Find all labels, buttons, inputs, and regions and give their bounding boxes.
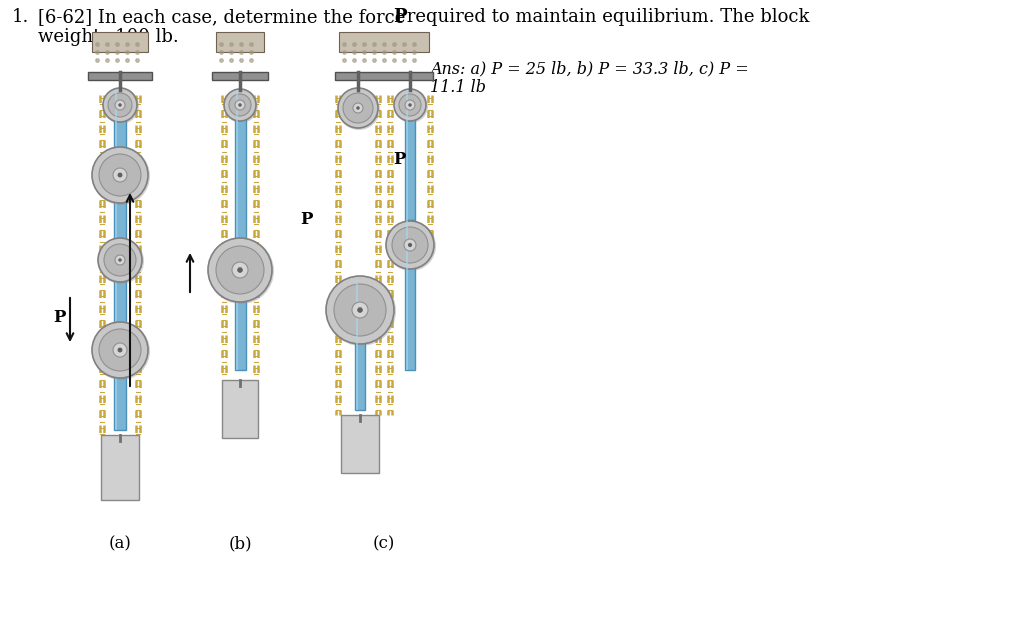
Text: 11.1 lb: 11.1 lb bbox=[430, 79, 486, 96]
Circle shape bbox=[99, 154, 141, 196]
Bar bbox=[236, 90, 238, 370]
Circle shape bbox=[356, 107, 359, 110]
Bar bbox=[406, 90, 408, 220]
Circle shape bbox=[392, 227, 428, 263]
Text: Ans: a) P = 25 lb, b) P = 33.3 lb, c) P =: Ans: a) P = 25 lb, b) P = 33.3 lb, c) P … bbox=[430, 60, 749, 77]
Circle shape bbox=[92, 322, 150, 380]
Circle shape bbox=[208, 238, 272, 302]
Bar bbox=[234, 90, 246, 370]
Circle shape bbox=[229, 94, 251, 116]
Circle shape bbox=[338, 88, 378, 128]
Text: P: P bbox=[393, 8, 407, 26]
Circle shape bbox=[353, 103, 362, 113]
Bar bbox=[222, 380, 258, 438]
Text: required to maintain equilibrium. The block: required to maintain equilibrium. The bl… bbox=[401, 8, 810, 26]
Circle shape bbox=[103, 88, 137, 122]
Circle shape bbox=[326, 276, 394, 344]
Circle shape bbox=[234, 100, 245, 110]
Text: (b): (b) bbox=[228, 535, 252, 552]
Circle shape bbox=[334, 284, 386, 336]
Circle shape bbox=[113, 343, 127, 357]
Circle shape bbox=[343, 93, 373, 123]
Circle shape bbox=[92, 322, 148, 378]
Bar bbox=[101, 435, 139, 500]
Circle shape bbox=[357, 308, 362, 313]
Circle shape bbox=[118, 172, 123, 177]
Circle shape bbox=[115, 255, 125, 265]
Circle shape bbox=[409, 103, 412, 107]
Circle shape bbox=[394, 89, 426, 121]
Circle shape bbox=[399, 94, 421, 116]
Text: (a): (a) bbox=[109, 535, 131, 552]
Circle shape bbox=[352, 302, 368, 318]
Bar bbox=[92, 32, 148, 52]
Circle shape bbox=[386, 221, 436, 271]
Bar bbox=[406, 220, 415, 370]
Circle shape bbox=[216, 246, 264, 294]
Bar bbox=[406, 90, 415, 220]
Bar bbox=[335, 72, 433, 80]
Circle shape bbox=[108, 93, 132, 117]
Text: [6-62] In each case, determine the force: [6-62] In each case, determine the force bbox=[38, 8, 411, 26]
Bar bbox=[212, 72, 268, 80]
Circle shape bbox=[92, 147, 150, 205]
Text: P: P bbox=[300, 212, 312, 228]
Circle shape bbox=[118, 348, 123, 352]
Circle shape bbox=[113, 168, 127, 182]
Circle shape bbox=[239, 103, 242, 107]
Bar bbox=[356, 280, 358, 410]
Bar bbox=[216, 32, 264, 52]
Bar bbox=[115, 90, 117, 430]
Circle shape bbox=[118, 258, 122, 262]
Circle shape bbox=[394, 89, 428, 123]
Circle shape bbox=[92, 147, 148, 203]
Circle shape bbox=[98, 238, 144, 284]
Circle shape bbox=[238, 267, 243, 273]
Circle shape bbox=[99, 329, 141, 371]
Circle shape bbox=[406, 100, 415, 110]
Bar bbox=[341, 415, 379, 473]
Text: P: P bbox=[53, 309, 66, 327]
Bar bbox=[339, 32, 429, 52]
Circle shape bbox=[104, 244, 136, 276]
Text: 1.: 1. bbox=[12, 8, 30, 26]
Bar bbox=[355, 280, 365, 410]
Circle shape bbox=[408, 243, 412, 247]
Bar bbox=[406, 220, 408, 370]
Bar bbox=[114, 90, 126, 430]
Circle shape bbox=[338, 88, 380, 130]
Circle shape bbox=[208, 238, 274, 304]
Circle shape bbox=[118, 103, 122, 107]
Circle shape bbox=[103, 88, 139, 124]
Circle shape bbox=[386, 221, 434, 269]
Bar bbox=[88, 72, 152, 80]
Circle shape bbox=[326, 276, 396, 346]
Text: P: P bbox=[393, 151, 406, 168]
Text: (c): (c) bbox=[373, 535, 395, 552]
Circle shape bbox=[224, 89, 258, 123]
Circle shape bbox=[98, 238, 142, 282]
Circle shape bbox=[232, 262, 248, 278]
Circle shape bbox=[224, 89, 256, 121]
Text: weights 100 lb.: weights 100 lb. bbox=[38, 28, 179, 46]
Circle shape bbox=[115, 100, 125, 110]
Circle shape bbox=[404, 239, 416, 251]
